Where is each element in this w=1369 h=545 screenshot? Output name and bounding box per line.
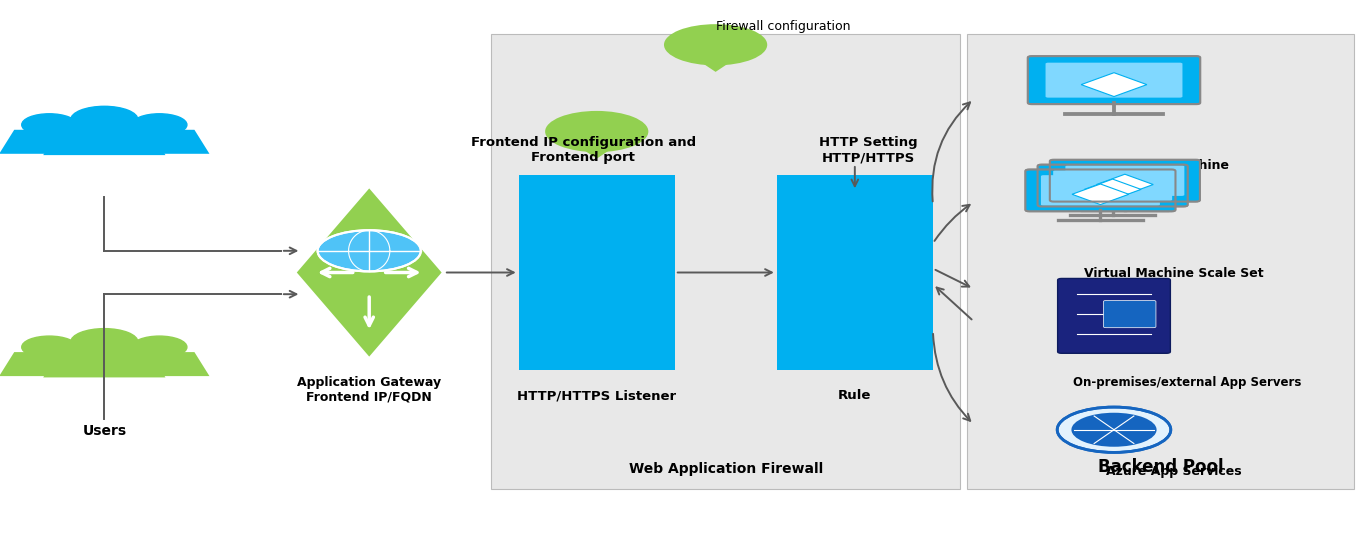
Bar — [519, 175, 675, 370]
Text: HTTP Setting
HTTP/HTTPS: HTTP Setting HTTP/HTTPS — [819, 136, 917, 164]
Polygon shape — [44, 348, 166, 378]
Text: Backend Pool: Backend Pool — [1098, 458, 1224, 476]
Polygon shape — [1097, 174, 1153, 195]
Text: Web Application Firewall: Web Application Firewall — [628, 462, 823, 476]
Polygon shape — [1082, 72, 1147, 96]
Text: Azure App Services: Azure App Services — [1106, 465, 1242, 478]
Polygon shape — [110, 352, 209, 376]
Text: Users: Users — [82, 425, 126, 438]
Circle shape — [71, 106, 138, 133]
Polygon shape — [700, 61, 732, 72]
Text: On-premises/external App Servers: On-premises/external App Servers — [1073, 376, 1302, 389]
FancyBboxPatch shape — [1040, 175, 1160, 205]
Bar — [967, 34, 1354, 489]
FancyBboxPatch shape — [1050, 160, 1199, 202]
Circle shape — [131, 114, 188, 136]
Text: Rule: Rule — [838, 389, 872, 402]
Polygon shape — [44, 126, 166, 155]
Polygon shape — [110, 130, 209, 154]
Text: HTTP/HTTPS Listener: HTTP/HTTPS Listener — [517, 389, 676, 402]
Circle shape — [664, 24, 767, 65]
FancyBboxPatch shape — [1038, 165, 1188, 207]
Text: Virtual Machine Scale Set: Virtual Machine Scale Set — [1084, 267, 1264, 280]
Text: Frontend IP configuration and
Frontend port: Frontend IP configuration and Frontend p… — [471, 136, 695, 164]
Polygon shape — [0, 352, 100, 376]
Circle shape — [1057, 407, 1170, 452]
FancyBboxPatch shape — [1053, 170, 1172, 201]
FancyBboxPatch shape — [1065, 166, 1184, 196]
Circle shape — [71, 329, 138, 355]
Polygon shape — [1072, 184, 1129, 204]
FancyBboxPatch shape — [1046, 63, 1183, 98]
Polygon shape — [294, 186, 444, 359]
Circle shape — [131, 336, 188, 358]
FancyBboxPatch shape — [1028, 56, 1201, 104]
Circle shape — [22, 336, 77, 358]
FancyBboxPatch shape — [1103, 300, 1155, 328]
Text: Virtual Machine: Virtual Machine — [1118, 159, 1229, 172]
Bar — [776, 175, 932, 370]
Polygon shape — [1084, 179, 1140, 199]
Text: Firewall configuration: Firewall configuration — [716, 20, 850, 33]
Text: Application Gateway
Frontend IP/FQDN: Application Gateway Frontend IP/FQDN — [297, 376, 441, 403]
Circle shape — [318, 230, 420, 271]
Circle shape — [22, 114, 77, 136]
Bar — [491, 34, 960, 489]
Polygon shape — [0, 130, 100, 154]
FancyBboxPatch shape — [1058, 278, 1170, 353]
Circle shape — [545, 111, 649, 152]
FancyBboxPatch shape — [1025, 169, 1176, 211]
Circle shape — [1072, 413, 1157, 447]
Polygon shape — [580, 148, 613, 159]
